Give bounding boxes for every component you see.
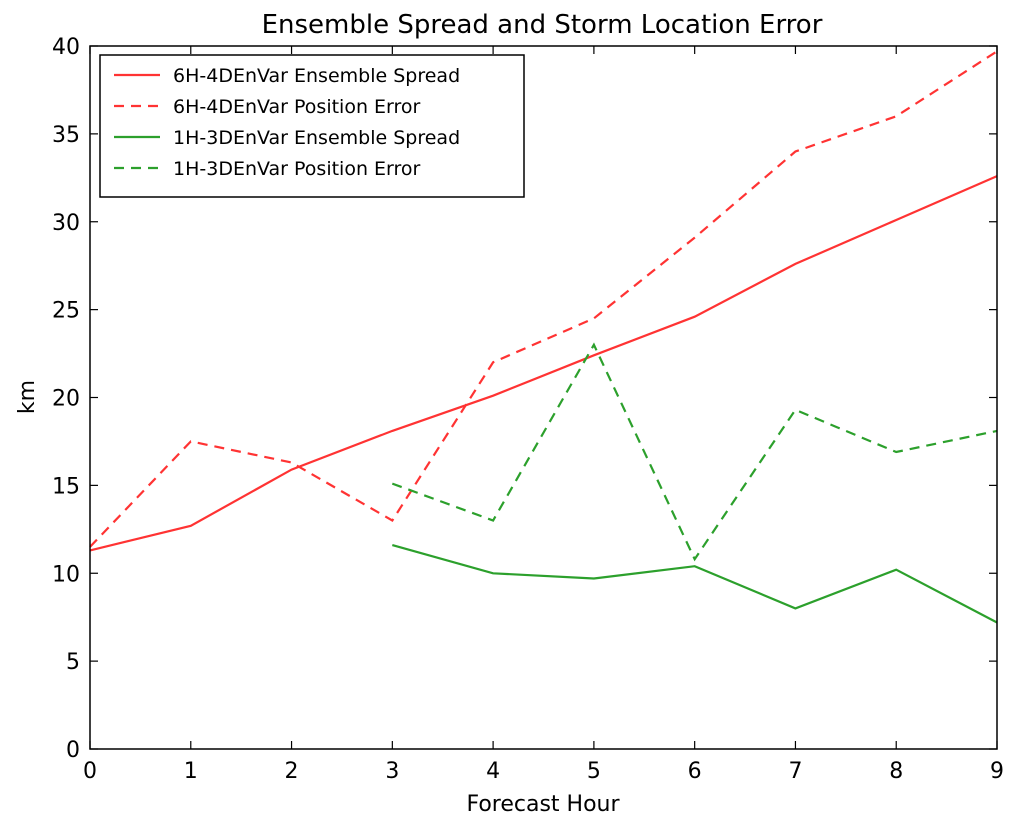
series-line-4 <box>391 342 998 562</box>
y-tick-label: 30 <box>52 211 80 236</box>
legend-entry: 1H-3DEnVar Ensemble Spread <box>173 127 460 149</box>
x-tick-label: 8 <box>889 759 903 784</box>
x-tick-label: 9 <box>990 759 1004 784</box>
series-layer <box>89 50 998 624</box>
y-tick-label: 10 <box>52 562 80 587</box>
series-line-3 <box>392 544 998 624</box>
y-tick-label: 25 <box>52 299 80 324</box>
legend: 6H-4DEnVar Ensemble Spread 6H-4DEnVar Pos… <box>99 54 525 198</box>
y-axis: 0 5 10 15 20 25 30 35 40 <box>52 35 997 763</box>
y-axis-label: km <box>15 380 40 414</box>
series-line-2 <box>89 50 998 548</box>
x-tick-label: 6 <box>688 759 702 784</box>
x-tick-label: 1 <box>184 759 198 784</box>
x-tick-label: 7 <box>788 759 802 784</box>
x-tick-label: 5 <box>587 759 601 784</box>
x-axis: 0 1 2 3 4 5 6 7 8 9 <box>83 46 1004 784</box>
legend-entry: 6H-4DEnVar Position Error <box>173 96 421 118</box>
legend-box <box>99 54 525 198</box>
x-tick-label: 2 <box>285 759 299 784</box>
x-axis-label: Forecast Hour <box>466 792 620 817</box>
legend-entry: 6H-4DEnVar Ensemble Spread <box>173 65 460 87</box>
y-tick-label: 40 <box>52 35 80 60</box>
y-tick-label: 0 <box>66 738 80 763</box>
y-tick-label: 15 <box>52 474 80 499</box>
y-tick-label: 20 <box>52 387 80 412</box>
legend-entry: 1H-3DEnVar Position Error <box>173 158 421 180</box>
y-tick-label: 5 <box>66 650 80 675</box>
x-tick-label: 0 <box>83 759 97 784</box>
y-tick-label: 35 <box>52 123 80 148</box>
chart-title: Ensemble Spread and Storm Location Error <box>262 10 823 40</box>
x-tick-label: 3 <box>385 759 399 784</box>
series-line-1 <box>89 175 998 552</box>
x-tick-label: 4 <box>486 759 500 784</box>
